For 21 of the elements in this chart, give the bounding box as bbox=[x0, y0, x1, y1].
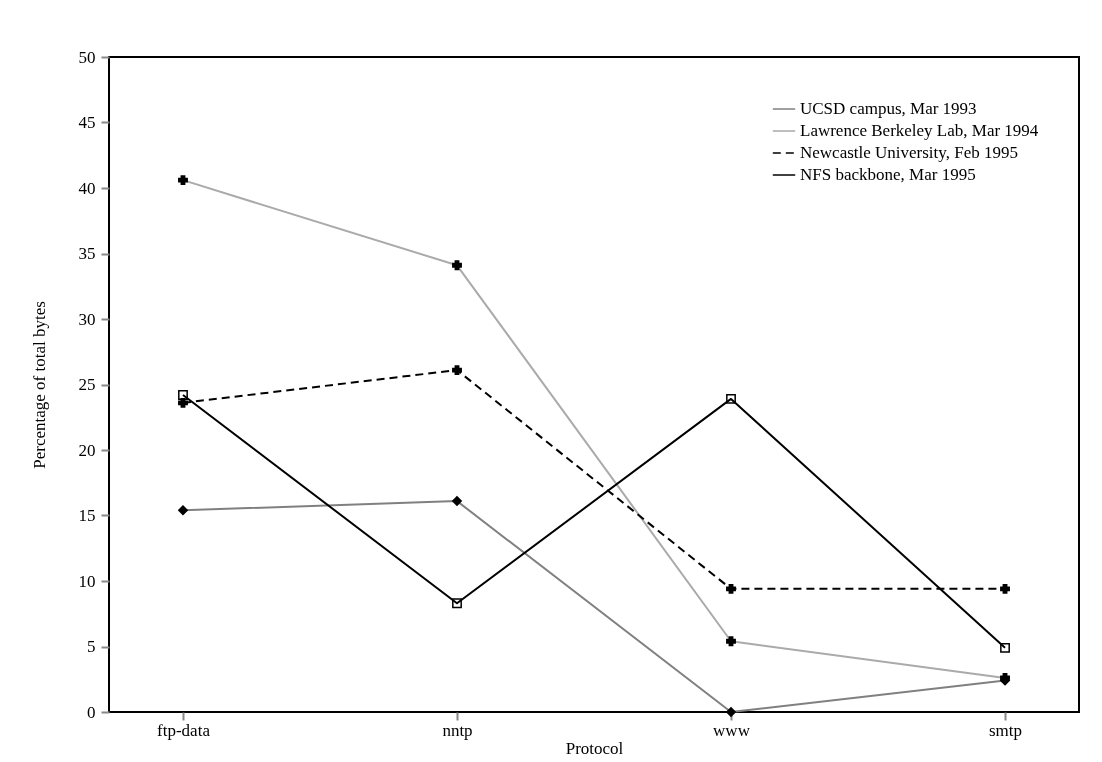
legend-label: Lawrence Berkeley Lab, Mar 1994 bbox=[800, 121, 1039, 140]
y-tick-label: 45 bbox=[78, 113, 96, 132]
y-tick-label: 0 bbox=[87, 702, 96, 722]
y-tick-label: 50 bbox=[78, 47, 96, 67]
y-axis-title: Percentage of total bytes bbox=[29, 301, 49, 469]
y-tick-label: 15 bbox=[78, 506, 96, 525]
legend-label: Newcastle University, Feb 1995 bbox=[800, 143, 1018, 162]
y-tick-label: 40 bbox=[78, 178, 96, 198]
y-tick-label: 10 bbox=[78, 571, 96, 591]
y-tick-label: 5 bbox=[87, 637, 96, 656]
x-axis-title: Protocol bbox=[565, 738, 624, 758]
legend-label: NFS backbone, Mar 1995 bbox=[800, 165, 976, 184]
y-tick-label: 25 bbox=[78, 375, 96, 394]
x-tick-label: nntp bbox=[442, 720, 473, 740]
legend-label: UCSD campus, Mar 1993 bbox=[800, 99, 977, 118]
x-tick-label: ftp-data bbox=[157, 720, 211, 740]
y-tick-label: 35 bbox=[78, 244, 96, 263]
x-tick-label: www bbox=[713, 720, 751, 740]
x-tick-label: smtp bbox=[988, 720, 1023, 740]
y-tick-label: 30 bbox=[78, 309, 96, 329]
y-tick-label: 20 bbox=[78, 440, 96, 460]
